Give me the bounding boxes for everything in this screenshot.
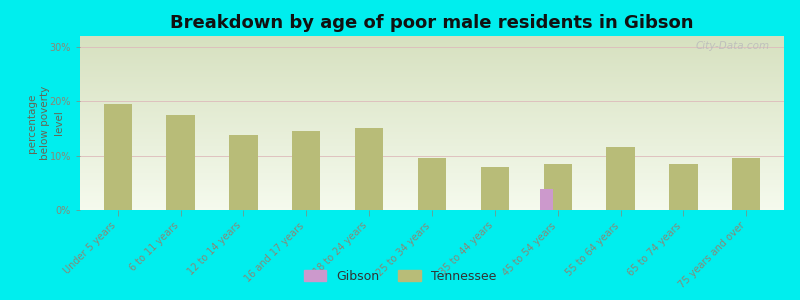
- Bar: [355, 128, 383, 210]
- Y-axis label: percentage
below poverty
level: percentage below poverty level: [27, 86, 63, 160]
- Bar: [166, 115, 194, 210]
- Bar: [418, 158, 446, 210]
- Bar: [670, 164, 698, 210]
- Bar: [732, 158, 761, 210]
- Bar: [606, 148, 634, 210]
- Bar: [540, 189, 553, 210]
- Bar: [481, 167, 509, 210]
- Bar: [230, 135, 258, 210]
- Bar: [543, 164, 572, 210]
- Bar: [103, 104, 132, 210]
- Bar: [292, 131, 321, 210]
- Text: City-Data.com: City-Data.com: [696, 41, 770, 51]
- Title: Breakdown by age of poor male residents in Gibson: Breakdown by age of poor male residents …: [170, 14, 694, 32]
- Legend: Gibson, Tennessee: Gibson, Tennessee: [299, 265, 501, 288]
